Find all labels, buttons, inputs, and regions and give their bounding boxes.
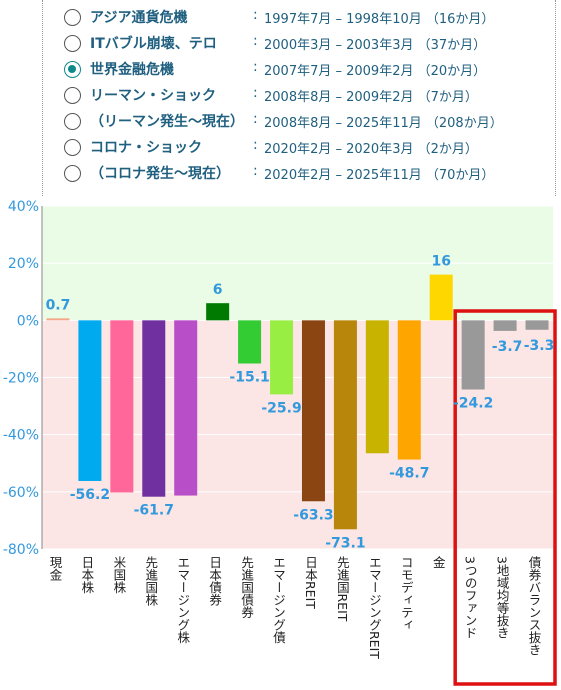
x-tick-label: 金 <box>431 555 446 569</box>
crisis-period: 1997年7月 – 1998年10月 （16か月） <box>264 12 495 27</box>
y-tick-label: 0% <box>17 313 39 329</box>
y-tick-label: -20% <box>3 371 39 387</box>
bar-エマージング株 <box>174 320 198 496</box>
crisis-label: （コロナ発生～現在） <box>90 166 230 182</box>
data-label: -48.7 <box>389 466 429 482</box>
crisis-period: 2020年2月 – 2020年3月 （2か月） <box>264 142 478 157</box>
radio-button[interactable] <box>64 8 81 26</box>
x-tick-label: 債券バランス抜き <box>527 555 542 656</box>
x-tick-label: 先進国株 <box>143 556 158 606</box>
separator-colon: : <box>253 85 258 101</box>
data-label: -56.2 <box>70 487 110 503</box>
x-tick-label: 3つのファンド <box>463 556 478 639</box>
bar-コモディティ <box>397 320 421 460</box>
crisis-period: 2007年7月 – 2009年2月 （20か月） <box>264 64 487 79</box>
crisis-label: ITバブル崩壊、テロ <box>90 36 217 52</box>
bar-日本株 <box>78 320 102 481</box>
crisis-label: 世界金融危機 <box>90 62 174 78</box>
separator-colon: : <box>253 7 258 23</box>
crisis-option[interactable]: （コロナ発生～現在）:2020年2月 – 2025年11月 （70か月） <box>64 161 544 185</box>
crisis-label: リーマン・ショック <box>90 88 216 104</box>
bar-3地域均等抜き <box>493 320 517 331</box>
separator-colon: : <box>253 137 258 153</box>
data-label: -3.7 <box>492 339 523 355</box>
bar-債券バランス抜き <box>525 320 549 330</box>
separator-colon: : <box>253 163 258 179</box>
x-tick-label: 現金 <box>47 556 62 581</box>
x-tick-label: 先進国債券 <box>239 556 254 619</box>
data-label: 0.7 <box>46 297 71 313</box>
crisis-label: コロナ・ショック <box>90 140 202 156</box>
y-tick-label: -40% <box>3 428 39 444</box>
y-tick-label: 40% <box>8 199 39 215</box>
bar-日本債券 <box>206 303 230 321</box>
radio-button[interactable] <box>64 34 81 52</box>
x-tick-label: 先進国REIT <box>335 556 350 622</box>
data-label: -73.1 <box>325 535 365 551</box>
data-label: -25.9 <box>261 400 301 416</box>
data-label: 6 <box>213 282 223 298</box>
x-tick-label: 3地域均等抜き <box>495 556 510 639</box>
x-tick-label: エマージング債 <box>271 556 286 644</box>
x-tick-label: エマージング株 <box>175 556 190 644</box>
y-tick-label: -80% <box>3 542 39 558</box>
data-label: -3.3 <box>524 338 555 354</box>
bar-3つのファンド <box>461 320 485 390</box>
x-tick-label: 米国株 <box>111 556 126 594</box>
bar-日本REIT <box>301 320 325 502</box>
crisis-selector: アジア通貨危機:1997年7月 – 1998年10月 （16か月） ITバブル崩壊… <box>0 0 561 200</box>
crisis-option[interactable]: 世界金融危機:2007年7月 – 2009年2月 （20か月） <box>64 57 544 81</box>
crisis-option[interactable]: リーマン・ショック:2008年8月 – 2009年2月 （7か月） <box>64 83 544 107</box>
radio-button[interactable] <box>64 112 81 130</box>
x-tick-label: 日本債券 <box>207 556 222 606</box>
data-label: -24.2 <box>453 396 493 412</box>
bar-エマージング債 <box>270 320 294 395</box>
separator-colon: : <box>253 111 258 127</box>
y-tick-label: 20% <box>8 256 39 272</box>
y-tick-label: -60% <box>3 485 39 501</box>
data-label: 16 <box>431 254 450 270</box>
crisis-option[interactable]: コロナ・ショック:2020年2月 – 2020年3月 （2か月） <box>64 135 544 159</box>
crisis-label: アジア通貨危機 <box>90 10 188 26</box>
separator-colon: : <box>253 59 258 75</box>
bar-先進国株 <box>142 320 166 497</box>
crisis-period: 2008年8月 – 2009年2月 （7か月） <box>264 90 478 105</box>
bar-先進国REIT <box>333 320 357 530</box>
radio-button[interactable] <box>64 138 81 156</box>
radio-button[interactable] <box>64 60 81 78</box>
separator-colon: : <box>253 33 258 49</box>
crisis-label: （リーマン発生～現在） <box>90 114 244 130</box>
radio-button[interactable] <box>64 164 81 182</box>
x-tick-label: 日本REIT <box>303 556 318 609</box>
bar-エマージングREIT <box>365 320 389 454</box>
crisis-option[interactable]: ITバブル崩壊、テロ:2000年3月 – 2003年3月 （37か月） <box>64 31 544 55</box>
data-label: -61.7 <box>134 503 174 519</box>
bar-先進国債券 <box>238 320 262 364</box>
crisis-period: 2020年2月 – 2025年11月 （70か月） <box>264 168 495 183</box>
x-tick-label: エマージングREIT <box>367 556 382 659</box>
bar-現金 <box>46 318 70 321</box>
bar-金 <box>429 274 453 321</box>
crisis-period: 2008年8月 – 2025年11月 （208か月） <box>264 116 503 131</box>
crisis-period: 2000年3月 – 2003年3月 （37か月） <box>264 38 487 53</box>
data-label: -15.1 <box>229 369 269 385</box>
bar-米国株 <box>110 320 134 493</box>
data-label: -63.3 <box>293 507 333 523</box>
x-tick-label: 日本株 <box>79 556 94 594</box>
panel-border <box>42 0 556 196</box>
highlight-box <box>453 309 557 686</box>
radio-button[interactable] <box>64 86 81 104</box>
crisis-option[interactable]: アジア通貨危機:1997年7月 – 1998年10月 （16か月） <box>64 5 544 29</box>
x-tick-label: コモディティ <box>399 556 414 631</box>
crisis-option[interactable]: （リーマン発生～現在）:2008年8月 – 2025年11月 （208か月） <box>64 109 544 133</box>
